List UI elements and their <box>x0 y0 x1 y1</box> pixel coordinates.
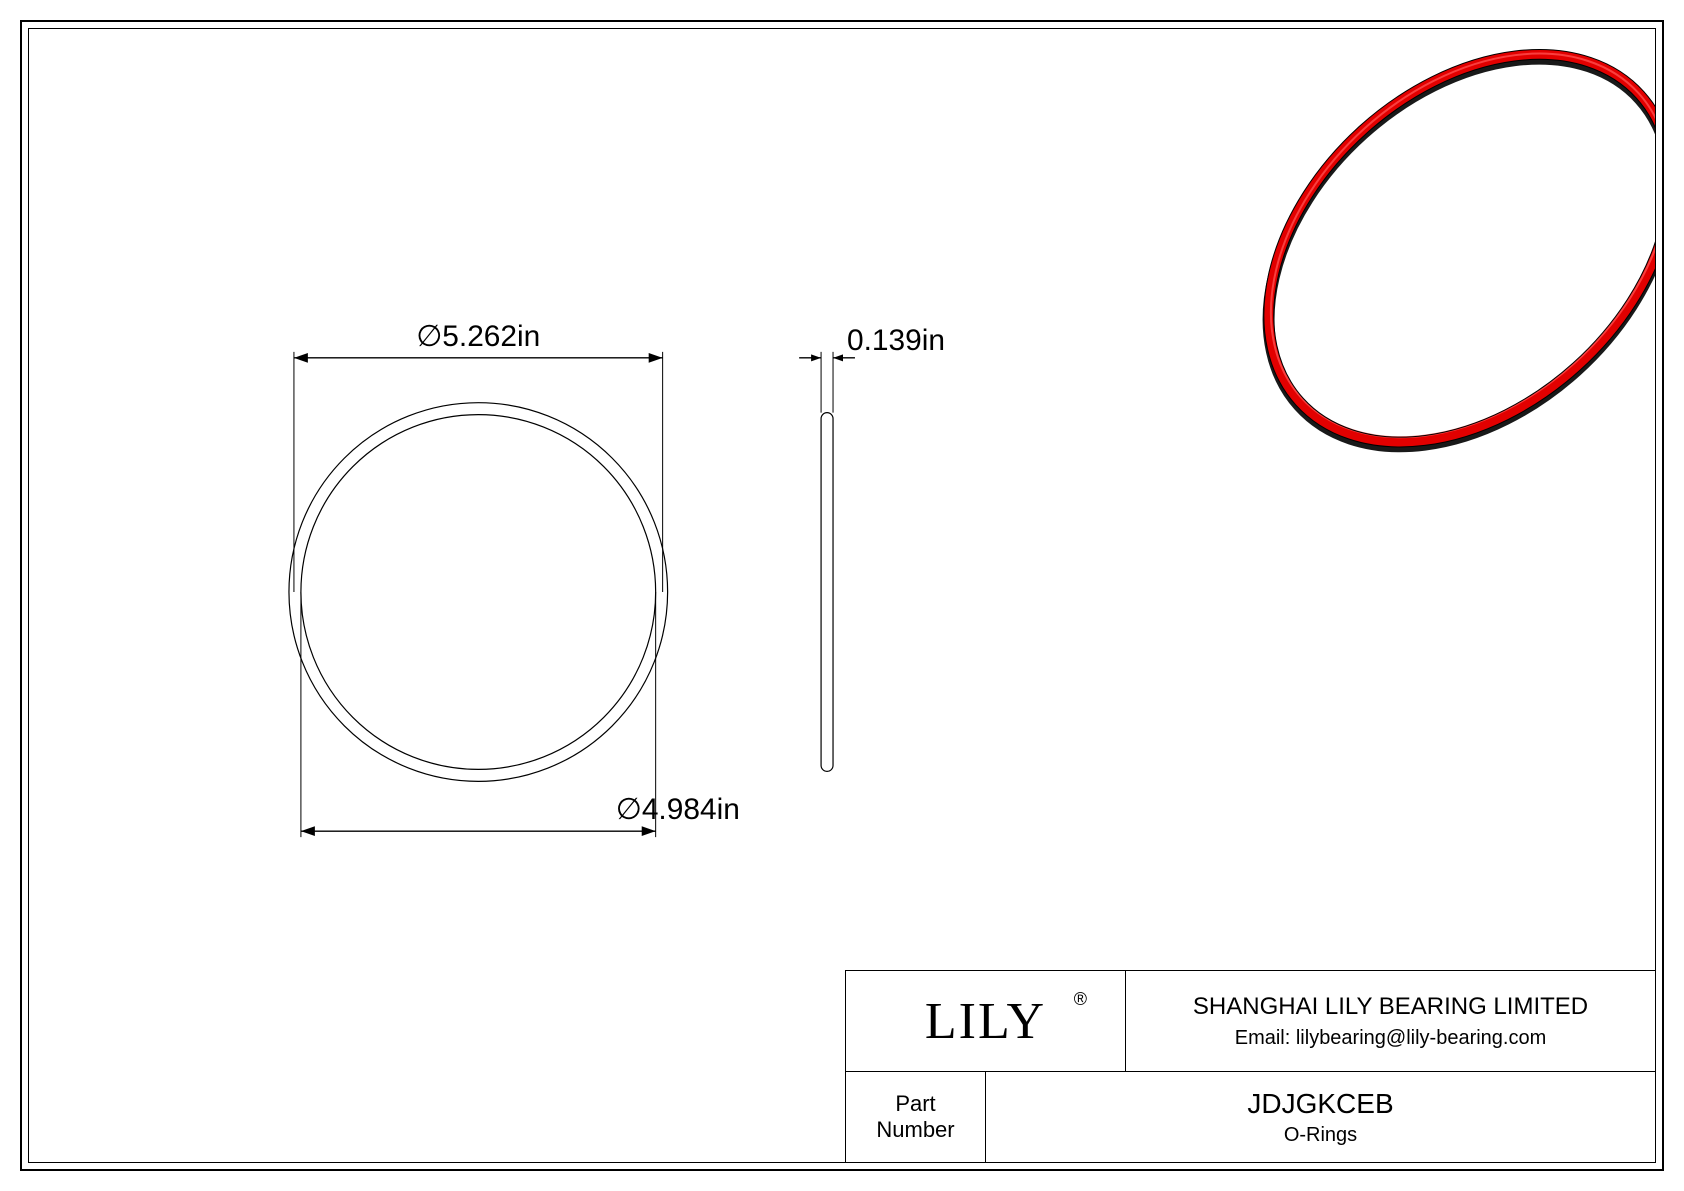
dim-inner-diameter <box>301 592 656 837</box>
front-outer-circle <box>289 403 668 782</box>
dim-outer-diameter <box>294 352 663 592</box>
part-label-line2: Number <box>876 1117 954 1143</box>
logo-cell: LILY ® <box>846 971 1126 1071</box>
title-block: LILY ® SHANGHAI LILY BEARING LIMITED Ema… <box>845 970 1655 1162</box>
drawing-inner-border: ∅5.262in ∅4.984in 0.139in LIL <box>28 28 1656 1163</box>
company-cell: SHANGHAI LILY BEARING LIMITED Email: lil… <box>1126 971 1655 1071</box>
iso-view <box>1186 29 1655 527</box>
part-description: O-Rings <box>1284 1124 1357 1147</box>
company-name: SHANGHAI LILY BEARING LIMITED <box>1193 993 1588 1021</box>
dim-cs-label: 0.139in <box>847 324 945 357</box>
front-inner-circle <box>301 415 656 770</box>
dim-outer-label: ∅5.262in <box>416 320 540 353</box>
part-number-label-cell: Part Number <box>846 1072 986 1162</box>
company-email: Email: lilybearing@lily-bearing.com <box>1235 1027 1547 1050</box>
registered-mark-icon: ® <box>1074 989 1087 1010</box>
part-label-line1: Part <box>895 1091 935 1117</box>
dim-inner-label: ∅4.984in <box>616 793 740 826</box>
dim-cross-section <box>799 352 855 413</box>
side-view: 0.139in <box>799 324 945 772</box>
logo-text: LILY <box>925 992 1046 1051</box>
title-block-row-1: LILY ® SHANGHAI LILY BEARING LIMITED Ema… <box>846 971 1655 1071</box>
drawing-sheet: ∅5.262in ∅4.984in 0.139in LIL <box>20 20 1664 1171</box>
side-slot <box>821 413 833 772</box>
part-number: JDJGKCEB <box>1247 1088 1393 1120</box>
part-number-value-cell: JDJGKCEB O-Rings <box>986 1072 1655 1162</box>
title-block-row-2: Part Number JDJGKCEB O-Rings <box>846 1071 1655 1162</box>
front-view: ∅5.262in ∅4.984in <box>289 320 740 837</box>
